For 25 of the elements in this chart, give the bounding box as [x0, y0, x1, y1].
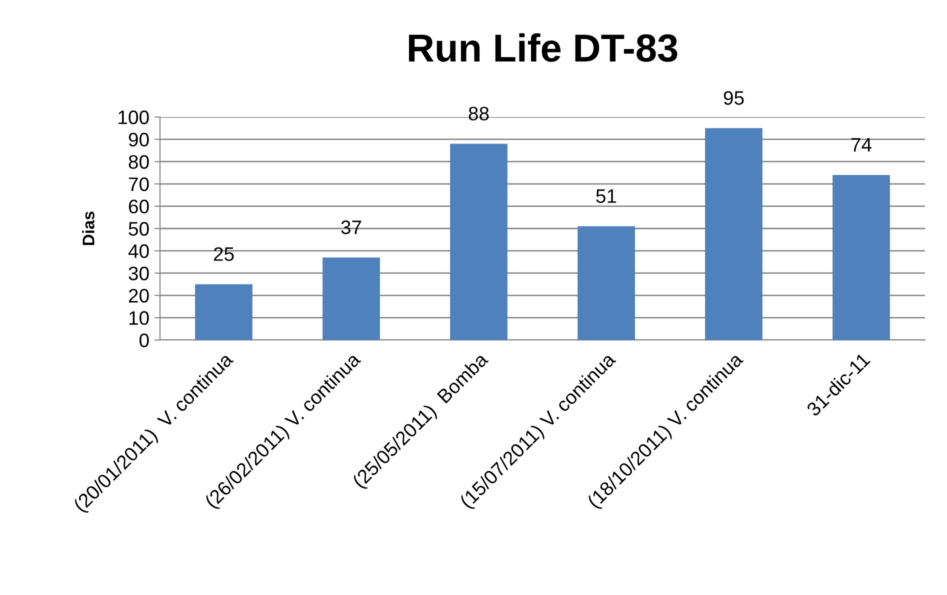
y-tick-label: 90: [128, 132, 149, 147]
bar: [705, 128, 762, 340]
data-label: 51: [596, 189, 616, 203]
y-tick-label: 0: [140, 333, 149, 348]
y-tick-label: 60: [128, 200, 149, 214]
y-tick-label: 20: [128, 288, 149, 303]
bar: [450, 144, 508, 340]
bar: [195, 284, 252, 340]
bar: [578, 226, 635, 340]
chart-title: Run Life DT-83: [408, 33, 678, 62]
y-tick-label: 30: [128, 266, 149, 280]
data-label: 88: [468, 106, 489, 120]
bar: [832, 174, 890, 340]
bar: [322, 257, 380, 340]
data-label: 25: [214, 247, 234, 261]
y-axis-title: Dias: [82, 212, 94, 245]
y-tick-label: 40: [128, 244, 149, 258]
y-tick-label: 50: [128, 222, 149, 236]
y-tick-label: 100: [118, 110, 149, 124]
data-label: 95: [724, 91, 744, 105]
y-tick-label: 80: [128, 155, 149, 169]
data-label: 37: [341, 220, 362, 234]
y-tick-label: 10: [129, 311, 149, 325]
data-label: 74: [851, 138, 872, 152]
y-tick-label: 70: [128, 177, 149, 192]
